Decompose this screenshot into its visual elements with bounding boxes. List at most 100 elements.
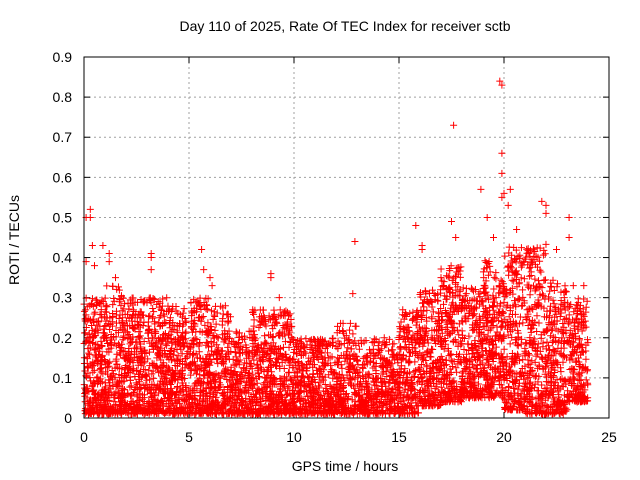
data-point xyxy=(131,373,139,381)
data-point xyxy=(150,407,158,415)
data-point xyxy=(111,373,119,381)
data-point xyxy=(102,388,110,396)
data-point xyxy=(111,394,119,402)
data-point xyxy=(167,347,175,355)
data-point xyxy=(93,353,101,361)
data-point xyxy=(166,365,174,373)
data-point xyxy=(156,299,164,307)
data-point xyxy=(125,364,133,372)
data-point xyxy=(175,369,183,377)
data-point xyxy=(106,409,114,417)
data-point xyxy=(125,354,133,362)
data-point xyxy=(90,346,98,354)
data-point xyxy=(137,296,145,304)
data-point xyxy=(134,298,142,306)
data-point xyxy=(133,366,141,374)
data-point xyxy=(98,342,106,350)
data-point xyxy=(89,302,97,310)
y-tick-label: 0.3 xyxy=(53,290,73,306)
data-point xyxy=(158,307,166,315)
data-point xyxy=(136,400,144,408)
data-point xyxy=(116,296,124,304)
data-point xyxy=(146,348,154,356)
data-point xyxy=(126,376,134,384)
data-point xyxy=(81,306,89,314)
data-point xyxy=(118,393,126,401)
data-point xyxy=(146,389,154,397)
data-point xyxy=(97,337,105,345)
data-point xyxy=(138,359,146,367)
data-point xyxy=(112,307,120,315)
data-point xyxy=(84,345,92,353)
data-point xyxy=(106,376,114,384)
data-point xyxy=(84,315,92,323)
data-point xyxy=(87,377,95,385)
data-point xyxy=(151,320,159,328)
data-point xyxy=(161,351,169,359)
data-point xyxy=(98,351,106,359)
data-point xyxy=(100,325,108,333)
data-point xyxy=(153,354,161,362)
data-point xyxy=(110,398,118,406)
data-point xyxy=(141,365,149,373)
data-point xyxy=(120,386,128,394)
data-point xyxy=(89,317,97,325)
data-point xyxy=(91,351,99,359)
data-point xyxy=(140,382,148,390)
x-tick-label: 5 xyxy=(185,429,193,445)
data-point xyxy=(97,361,105,369)
data-point xyxy=(165,332,173,340)
y-tick-label: 0.6 xyxy=(53,169,73,185)
data-point xyxy=(103,339,111,347)
data-point xyxy=(118,318,126,326)
data-point xyxy=(122,373,130,381)
data-point xyxy=(108,322,116,330)
data-point xyxy=(150,396,158,404)
data-point xyxy=(148,329,156,337)
data-point xyxy=(115,314,123,322)
data-point xyxy=(118,340,126,348)
data-point xyxy=(87,361,95,369)
data-point xyxy=(117,351,125,359)
data-point xyxy=(95,299,103,307)
data-point xyxy=(162,380,170,388)
data-point xyxy=(173,329,181,337)
data-point xyxy=(101,401,109,409)
data-point xyxy=(182,328,190,336)
data-point xyxy=(102,333,110,341)
data-point xyxy=(148,359,156,367)
data-point xyxy=(159,295,167,303)
data-point xyxy=(102,322,110,330)
data-point xyxy=(109,382,117,390)
data-point xyxy=(125,331,133,339)
data-point xyxy=(146,376,154,384)
chart-title: Day 110 of 2025, Rate Of TEC Index for r… xyxy=(180,18,511,34)
y-tick-label: 0.9 xyxy=(53,49,73,65)
data-point xyxy=(102,308,110,316)
data-point xyxy=(131,317,139,325)
data-point xyxy=(82,407,90,415)
data-point xyxy=(94,373,102,381)
data-point xyxy=(146,297,154,305)
data-point xyxy=(151,295,159,303)
data-point xyxy=(130,409,138,417)
data-point xyxy=(85,401,93,409)
data-point xyxy=(123,409,131,417)
data-point xyxy=(159,408,167,416)
data-point xyxy=(157,312,165,320)
data-point xyxy=(86,302,94,310)
data-point xyxy=(96,365,104,373)
data-point xyxy=(91,345,99,353)
data-point xyxy=(113,350,121,358)
data-point xyxy=(160,361,168,369)
data-point xyxy=(173,345,181,353)
data-point xyxy=(124,368,132,376)
data-point xyxy=(141,372,149,380)
data-point xyxy=(157,356,165,364)
data-point xyxy=(100,356,108,364)
data-point xyxy=(144,355,152,363)
data-point xyxy=(130,308,138,316)
data-point xyxy=(84,410,92,418)
data-point xyxy=(174,352,182,360)
data-point xyxy=(134,397,142,405)
